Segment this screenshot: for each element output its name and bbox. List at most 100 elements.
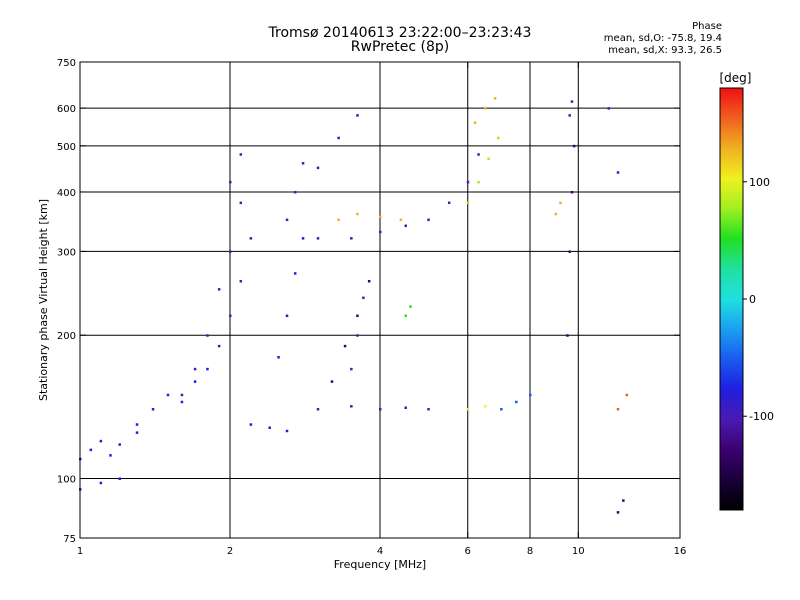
echo-point <box>151 407 155 411</box>
echo-point <box>206 367 209 371</box>
echo-point <box>404 224 407 228</box>
echo-point <box>399 218 403 222</box>
echo-point <box>285 314 289 318</box>
echo-point <box>350 367 353 371</box>
echo-point <box>529 393 532 397</box>
echo-point <box>466 201 470 205</box>
echo-point <box>249 237 253 240</box>
y-axis-label: Stationary phase Virtual Height [km] <box>37 199 50 401</box>
echo-point <box>487 157 490 161</box>
echo-point <box>379 215 382 219</box>
echo-point <box>466 407 470 411</box>
colorbar-tick-label: -100 <box>749 410 774 423</box>
echo-point <box>135 431 139 434</box>
x-tick-label: 6 <box>465 546 471 557</box>
echo-point <box>568 114 571 117</box>
echo-point <box>180 400 184 404</box>
echo-point <box>493 97 497 100</box>
x-tick-label: 1 <box>77 546 83 557</box>
echo-point <box>616 407 620 411</box>
echo-point <box>356 114 359 117</box>
echo-point <box>337 218 340 222</box>
echo-point <box>484 107 487 110</box>
echo-point <box>249 423 253 426</box>
echo-point <box>356 212 359 216</box>
echo-point <box>135 423 139 426</box>
echo-point <box>217 288 221 291</box>
echo-point <box>193 380 197 383</box>
echo-point <box>447 201 451 205</box>
x-axis-ticks: 1 2 4 6 8 10 16 <box>77 62 686 557</box>
echo-point <box>268 426 271 429</box>
echo-point <box>559 201 562 205</box>
echo-point <box>239 280 243 283</box>
echo-point <box>229 180 232 184</box>
echo-point <box>343 344 347 348</box>
echo-point <box>500 407 503 411</box>
colorbar-tick-label: 100 <box>749 176 770 189</box>
echo-point <box>118 477 121 481</box>
echo-point <box>367 280 371 283</box>
echo-point <box>570 190 574 194</box>
echo-point <box>616 511 620 514</box>
echo-point <box>330 380 334 383</box>
phase-stats-title: Phase <box>692 21 722 32</box>
echo-point <box>404 406 407 410</box>
echo-point <box>316 407 320 411</box>
echo-point <box>496 136 500 140</box>
echo-points <box>79 97 629 514</box>
echo-point <box>293 190 297 194</box>
echo-point <box>515 400 518 404</box>
colorbar-unit-label: [deg] <box>720 71 752 85</box>
echo-point <box>239 153 243 156</box>
echo-point <box>285 429 289 433</box>
x-axis-label: Frequency [MHz] <box>334 558 426 571</box>
y-tick-label: 400 <box>57 188 76 199</box>
echo-point <box>99 439 103 443</box>
echo-point <box>109 454 112 457</box>
y-tick-label: 200 <box>57 331 76 342</box>
echo-point <box>356 314 359 318</box>
echo-point <box>568 250 571 253</box>
x-tick-label: 2 <box>227 546 233 557</box>
y-tick-label: 600 <box>57 104 76 115</box>
echo-point <box>316 237 320 240</box>
echo-point <box>404 314 407 318</box>
echo-point <box>570 100 574 103</box>
echo-point <box>350 405 353 408</box>
echo-point <box>362 296 365 300</box>
y-tick-label: 300 <box>57 247 76 258</box>
echo-point <box>356 334 359 337</box>
echo-point <box>427 218 430 222</box>
echo-point <box>477 153 480 156</box>
echo-point <box>616 171 620 174</box>
echo-point <box>566 334 569 337</box>
echo-point <box>379 230 382 234</box>
echo-point <box>572 144 576 148</box>
echo-point <box>607 107 611 110</box>
echo-point <box>193 367 197 371</box>
colorbar <box>719 87 744 511</box>
echo-point <box>427 407 430 411</box>
echo-point <box>166 393 170 397</box>
echo-point <box>622 499 625 502</box>
echo-point <box>409 305 412 308</box>
y-tick-label: 750 <box>57 58 76 69</box>
chart-title-line-1: Tromsø 20140613 23:22:00–23:23:43 <box>268 25 532 41</box>
y-axis-ticks: 75 100 200 300 400 500 600 750 <box>57 58 680 545</box>
echo-point <box>337 136 340 140</box>
echo-point <box>285 218 289 222</box>
echo-point <box>229 314 232 318</box>
echo-point <box>277 356 280 359</box>
echo-point <box>484 405 487 408</box>
echo-point <box>316 166 320 170</box>
phase-stats-o-mode: mean, sd,O: -75.8, 19.4 <box>603 33 722 44</box>
echo-point <box>554 212 557 216</box>
echo-point <box>239 201 243 205</box>
echo-point <box>118 443 121 446</box>
echo-point <box>379 407 382 411</box>
echo-point <box>301 237 305 240</box>
colorbar-tick-label: 0 <box>749 293 756 306</box>
phase-stats-x-mode: mean, sd,X: 93.3, 26.5 <box>608 45 722 56</box>
